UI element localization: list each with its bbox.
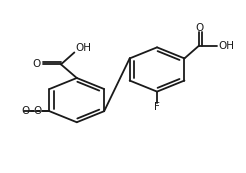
Text: F: F [154, 102, 160, 112]
Text: O: O [33, 106, 41, 116]
Text: O: O [33, 106, 41, 116]
Text: OH: OH [218, 41, 234, 51]
Text: OH: OH [76, 43, 92, 53]
Text: O: O [32, 58, 41, 69]
Text: O: O [22, 106, 30, 116]
Text: O: O [195, 23, 203, 33]
